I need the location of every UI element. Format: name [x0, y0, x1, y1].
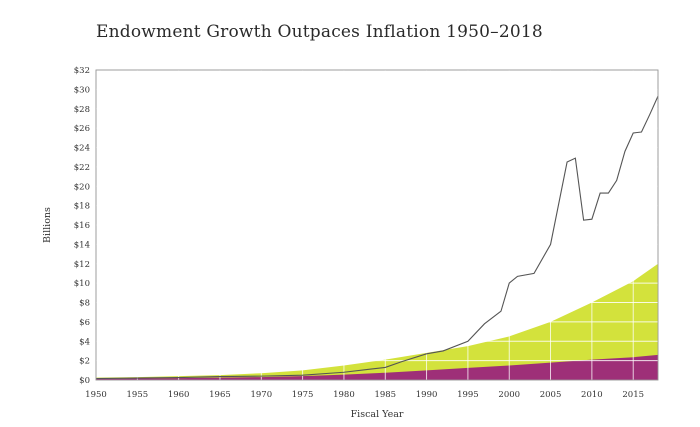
y-tick-label: $26 [74, 124, 90, 134]
y-tick-label: $4 [79, 337, 90, 347]
y-tick-label: $22 [74, 163, 90, 173]
x-tick-label: 1955 [127, 390, 149, 400]
y-tick-label: $10 [74, 279, 90, 289]
y-tick-label: $30 [74, 85, 90, 95]
area-series-0 [96, 263, 658, 380]
y-tick-label: $20 [74, 182, 90, 192]
y-tick-label: $24 [74, 144, 90, 154]
chart-title: Endowment Growth Outpaces Inflation 1950… [96, 22, 543, 42]
y-tick-label: $14 [74, 240, 90, 250]
y-tick-label: $16 [74, 221, 90, 231]
plot-border [95, 69, 659, 381]
y-tick-label: $6 [79, 318, 90, 328]
y-tick-label: $0 [79, 376, 90, 386]
x-tick-label: 2015 [622, 390, 644, 400]
area-series-1 [96, 354, 658, 380]
y-axis-label: Billions [42, 207, 53, 243]
x-tick-label: 2000 [498, 390, 520, 400]
x-tick-label: 2010 [581, 390, 603, 400]
y-tick-label: $2 [79, 357, 90, 367]
x-tick-label: 1990 [416, 390, 438, 400]
x-tick-label: 1975 [292, 390, 314, 400]
x-tick-label: 1985 [374, 390, 396, 400]
y-tick-label: $28 [74, 105, 90, 115]
x-axis-label: Fiscal Year [351, 409, 404, 420]
y-tick-label: $8 [79, 299, 90, 309]
y-tick-label: $12 [74, 260, 90, 270]
x-tick-label: 2005 [540, 390, 562, 400]
x-tick-label: 1960 [168, 390, 190, 400]
y-tick-label: $18 [74, 202, 90, 212]
x-tick-label: 1970 [250, 390, 272, 400]
x-tick-label: 1965 [209, 390, 231, 400]
x-tick-label: 1995 [457, 390, 479, 400]
line-series-0 [95, 95, 659, 380]
x-tick-label: 1950 [85, 390, 107, 400]
x-tick-label: 1980 [333, 390, 355, 400]
y-tick-label: $32 [74, 66, 90, 76]
